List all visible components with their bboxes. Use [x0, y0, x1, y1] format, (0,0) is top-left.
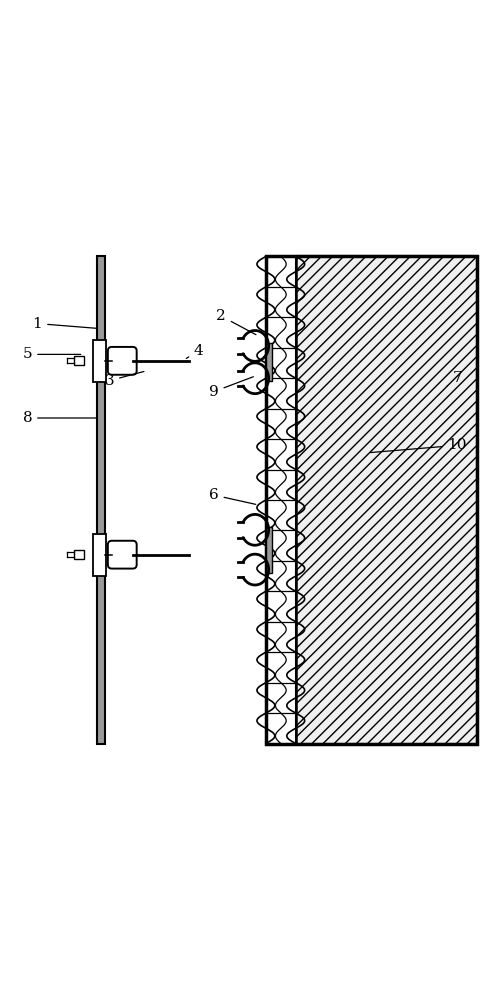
Text: 7: 7 — [447, 371, 462, 386]
Text: 6: 6 — [209, 488, 256, 504]
Text: 4: 4 — [186, 344, 204, 358]
Text: 5: 5 — [22, 347, 81, 361]
Polygon shape — [93, 340, 106, 382]
Text: 8: 8 — [22, 411, 96, 425]
Polygon shape — [266, 256, 296, 744]
Polygon shape — [75, 356, 84, 365]
FancyBboxPatch shape — [108, 541, 137, 569]
Polygon shape — [75, 550, 84, 559]
Polygon shape — [266, 343, 272, 381]
Text: 1: 1 — [32, 317, 96, 331]
Polygon shape — [296, 256, 477, 744]
Text: 10: 10 — [371, 438, 467, 453]
Polygon shape — [266, 527, 272, 573]
Text: 3: 3 — [104, 371, 144, 388]
Polygon shape — [97, 256, 105, 744]
Text: 2: 2 — [216, 309, 256, 335]
FancyBboxPatch shape — [108, 347, 137, 375]
Polygon shape — [93, 534, 106, 576]
Text: 9: 9 — [209, 377, 253, 399]
